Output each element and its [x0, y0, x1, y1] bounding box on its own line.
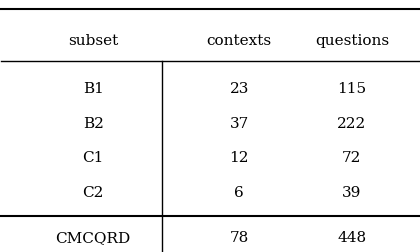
Text: questions: questions	[315, 34, 389, 48]
Text: CMCQRD: CMCQRD	[55, 231, 131, 245]
Text: 6: 6	[234, 186, 244, 200]
Text: subset: subset	[68, 34, 118, 48]
Text: 72: 72	[342, 151, 362, 165]
Text: contexts: contexts	[207, 34, 272, 48]
Text: B2: B2	[83, 116, 104, 131]
Text: 37: 37	[230, 116, 249, 131]
Text: 222: 222	[337, 116, 367, 131]
Text: 448: 448	[337, 231, 366, 245]
Text: 12: 12	[229, 151, 249, 165]
Text: B1: B1	[83, 82, 104, 96]
Text: C2: C2	[82, 186, 104, 200]
Text: C1: C1	[82, 151, 104, 165]
Text: 39: 39	[342, 186, 362, 200]
Text: 78: 78	[230, 231, 249, 245]
Text: 115: 115	[337, 82, 366, 96]
Text: 23: 23	[229, 82, 249, 96]
